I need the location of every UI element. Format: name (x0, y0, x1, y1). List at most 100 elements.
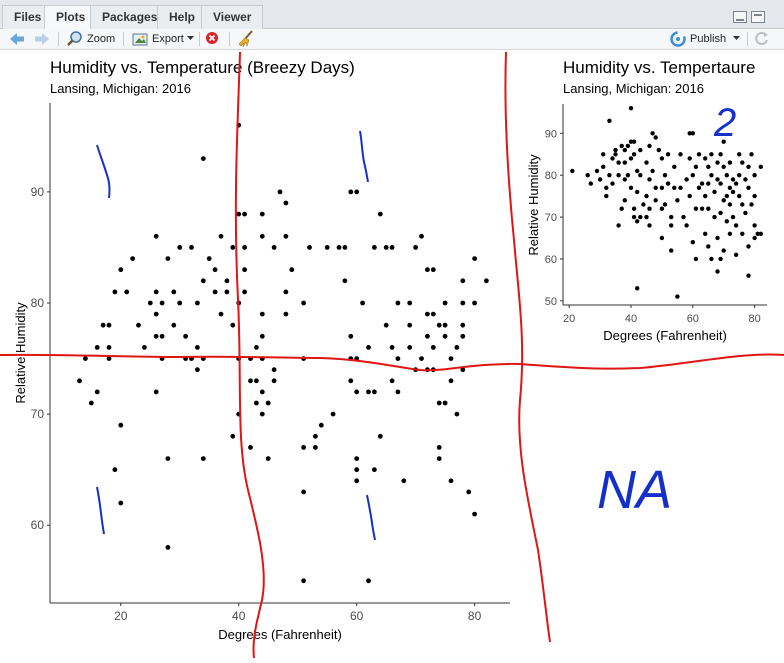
back-arrow-icon[interactable] (8, 31, 26, 49)
scatter-point (706, 164, 711, 169)
tab-viewer[interactable]: Viewer (201, 5, 264, 29)
scatter-point (83, 356, 88, 361)
scatter-point (746, 185, 751, 190)
toolbar-separator (123, 32, 124, 46)
scatter-point (669, 248, 674, 253)
scatter-point (218, 311, 224, 317)
scatter-point (136, 322, 141, 328)
scatter-point (189, 245, 194, 250)
scatter-point (659, 206, 665, 211)
scatter-point (259, 389, 265, 395)
scatter-point (171, 289, 177, 295)
scatter-point (706, 244, 711, 249)
y-tick-group: 50 60 70 80 90 (545, 128, 563, 308)
y-axis-label: Relative Humidity (13, 302, 28, 404)
scatter-point (77, 378, 82, 384)
chart-subtitle: Lansing, Michigan: 2016 (50, 81, 191, 96)
toolbar-separator (58, 32, 59, 46)
scatter-point (727, 160, 733, 165)
scatter-point (690, 173, 695, 178)
scatter-point (635, 189, 640, 195)
scatter-point (647, 223, 652, 228)
y-tick-label: 90 (31, 185, 45, 199)
chart-subtitle: Lansing, Michigan: 2016 (563, 81, 704, 96)
x-tick-label: 20 (563, 313, 575, 325)
tab-help[interactable]: Help (157, 5, 208, 29)
scatter-point (607, 118, 612, 124)
publish-button[interactable]: Publish (690, 33, 727, 45)
scatter-point (354, 478, 360, 484)
scatter-point (366, 578, 371, 584)
y-axis-label: Relative Humidity (526, 154, 541, 256)
scatter-point (106, 356, 112, 361)
scatter-point (454, 345, 460, 350)
scatter-point (712, 189, 717, 195)
scatter-point (425, 311, 430, 317)
scatter-point (749, 152, 754, 157)
scatter-point (727, 185, 733, 190)
scatter-point (570, 168, 575, 174)
scatter-point (142, 345, 147, 350)
scatter-point (687, 156, 692, 161)
scatter-point (383, 322, 389, 328)
minimize-pane-icon[interactable] (733, 11, 747, 23)
scatter-point (656, 147, 661, 153)
maximize-pane-icon[interactable] (751, 11, 765, 23)
scatter-point (301, 445, 306, 450)
scatter-point (594, 168, 600, 174)
refresh-icon[interactable] (754, 31, 770, 49)
scatter-point (395, 300, 401, 306)
scatter-point (313, 445, 318, 450)
scatter-point (669, 223, 674, 228)
scatter-point (430, 267, 436, 273)
remove-plot-icon[interactable] (205, 31, 221, 49)
scatter-point (259, 333, 265, 339)
x-tick-group: 20 40 60 80 (114, 603, 482, 623)
scatter-point (622, 147, 627, 153)
scatter-point (153, 233, 159, 239)
scatter-point (259, 411, 265, 417)
scatter-point (395, 356, 401, 361)
scatter-point (699, 206, 705, 211)
broom-icon[interactable] (236, 30, 256, 48)
export-icon[interactable] (132, 31, 150, 49)
tab-plots[interactable]: Plots (44, 5, 98, 30)
scatter-point (200, 456, 206, 461)
scatter-point (628, 106, 634, 111)
scatter-point (650, 131, 655, 136)
scatter-point (619, 206, 624, 211)
chevron-down-icon[interactable] (733, 36, 741, 54)
scatter-point (242, 211, 248, 217)
tab-packages[interactable]: Packages (90, 5, 170, 29)
scatter-point (684, 177, 689, 182)
quadrant-one-mark (96, 486, 105, 535)
scatter-point (696, 185, 702, 190)
chevron-down-icon[interactable] (187, 36, 195, 54)
scatter-point (301, 300, 306, 306)
scatter-point (638, 147, 643, 153)
scatter-point (454, 411, 460, 417)
publish-icon[interactable] (669, 31, 687, 49)
y-tick-group: 60 70 80 90 (31, 185, 50, 532)
scatter-point (289, 267, 295, 273)
y-tick-label: 50 (545, 296, 557, 308)
scatter-point (622, 160, 627, 165)
scatter-point (460, 367, 466, 373)
scatter-point (200, 156, 206, 162)
scatter-point (715, 269, 720, 274)
scatter-point (389, 378, 395, 384)
scatter-point (758, 231, 763, 236)
scatter-point (733, 252, 739, 257)
scatter-point (730, 214, 736, 220)
x-axis-label: Degrees (Fahrenheit) (603, 328, 727, 343)
scatter-point (588, 181, 593, 186)
scatter-point (318, 422, 324, 428)
export-button[interactable]: Export (152, 33, 184, 45)
scatter-point (724, 219, 729, 224)
scatter-point (342, 245, 348, 250)
scatter-point (737, 193, 742, 199)
scatter-point (693, 164, 699, 169)
zoom-icon[interactable] (66, 30, 84, 48)
forward-arrow-icon[interactable] (33, 31, 51, 49)
zoom-button[interactable]: Zoom (87, 33, 116, 45)
